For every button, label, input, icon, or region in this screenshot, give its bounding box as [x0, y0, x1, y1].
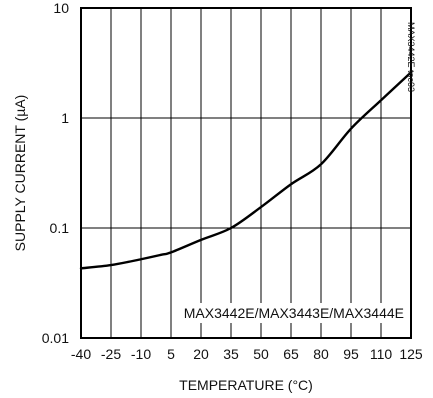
- supply-current-series-line: [79, 71, 413, 270]
- device-label: MAX3442E/MAX3443E/MAX3444E: [184, 305, 404, 321]
- plot-area: [79, 71, 413, 270]
- plot-frame: [80, 7, 412, 339]
- x-tick-label: 35: [223, 346, 239, 362]
- y-tick-label: 0.01: [42, 330, 69, 346]
- y-axis-label: SUPPLY CURRENT (µA): [12, 95, 28, 252]
- x-axis-label: TEMPERATURE (°C): [179, 377, 313, 393]
- x-tick-label: -10: [131, 346, 151, 362]
- y-tick-label: 1: [61, 110, 69, 126]
- figure-id-label: MAX3442E toc03: [406, 22, 416, 92]
- y-tick-labels: 10 1 0.1 0.01: [42, 0, 69, 346]
- x-tick-label: 5: [167, 346, 175, 362]
- x-tick-label: 80: [313, 346, 329, 362]
- x-tick-label: 20: [193, 346, 209, 362]
- y-tick-label: 0.1: [50, 220, 70, 236]
- grid-lines: [81, 8, 411, 338]
- x-tick-label: 125: [399, 346, 423, 362]
- x-tick-labels: -40 -25 -10 5 20 35 50 65 80 95 110 125: [71, 346, 423, 362]
- x-tick-label: 110: [370, 346, 393, 362]
- x-tick-label: 65: [283, 346, 299, 362]
- x-tick-label: -25: [101, 346, 121, 362]
- x-tick-label: 50: [253, 346, 269, 362]
- legend-background: [179, 303, 407, 323]
- x-tick-label: -40: [71, 346, 91, 362]
- y-tick-label: 10: [53, 0, 69, 16]
- x-tick-label: 95: [343, 346, 359, 362]
